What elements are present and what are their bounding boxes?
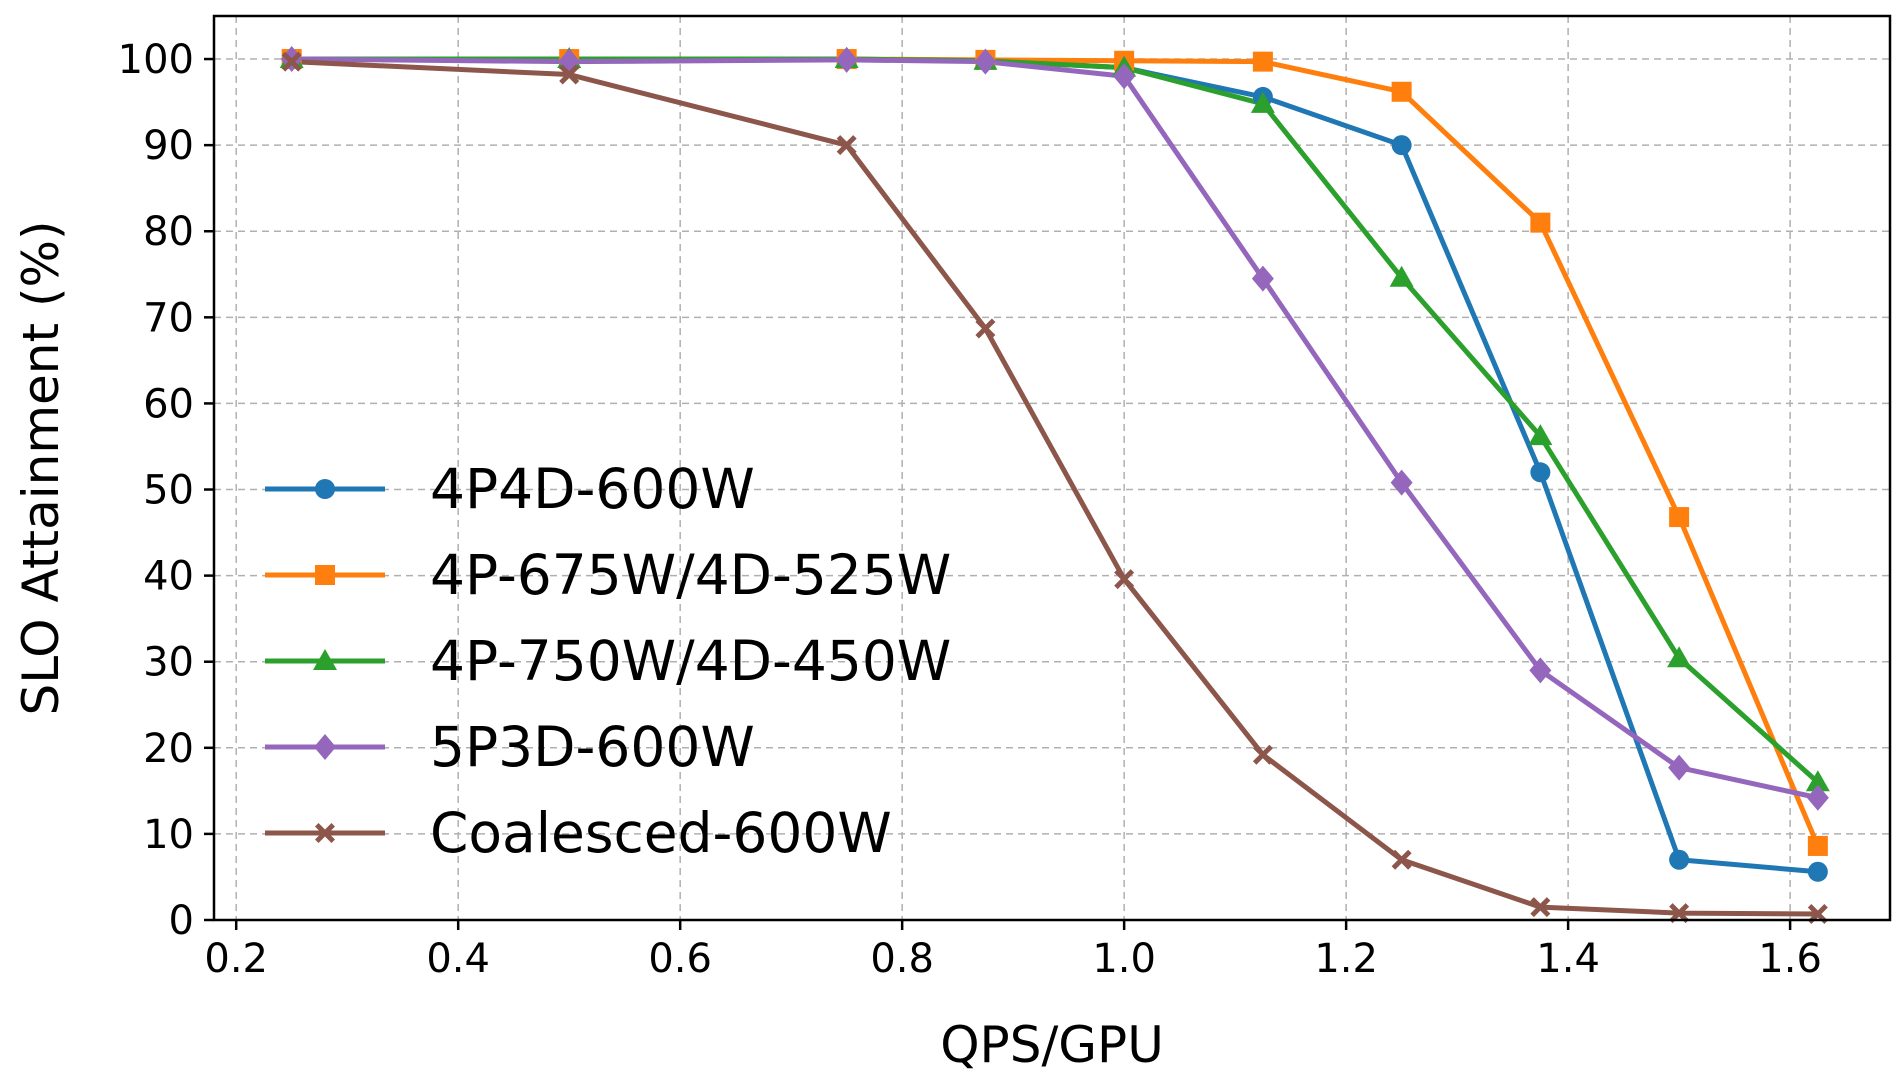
- legend-marker: [315, 823, 335, 843]
- data-point-coalesced-600w: [1252, 744, 1273, 765]
- y-tick-label: 90: [143, 123, 194, 169]
- y-tick-label: 20: [143, 726, 194, 772]
- y-tick-label: 0: [169, 898, 194, 944]
- data-point-coalesced-600w: [1669, 903, 1690, 924]
- data-point-coalesced-600w: [559, 64, 580, 85]
- legend-marker: [314, 734, 336, 760]
- data-point-4p-750w-4d-450w: [1667, 646, 1692, 668]
- data-point-4p-675w-4d-525w: [1807, 835, 1828, 856]
- y-tick-label: 60: [143, 381, 194, 427]
- data-point-coalesced-600w: [281, 51, 302, 72]
- series-line-coalesced-600w: [291, 59, 1818, 917]
- legend-label: 5P3D-600W: [430, 715, 755, 779]
- data-point-4p-750w-4d-450w: [1805, 770, 1830, 792]
- x-tick-label: 0.8: [870, 936, 934, 982]
- data-point-coalesced-600w: [1391, 849, 1412, 870]
- axis-ticks: 0.2 0.4 0.6 0.8 1.0 1.2 1.4 1.6 0 10 20 30 40 50 60 70 8…: [118, 37, 1822, 982]
- legend-item-4p-750w-4d-450w: 4P-750W/4D-450W: [265, 629, 951, 693]
- x-tick-label: 0.2: [204, 936, 268, 982]
- y-tick-label: 80: [143, 209, 194, 255]
- data-point-4p4d-600w: [1669, 849, 1690, 870]
- legend-item-coalesced-600w: Coalesced-600W: [265, 801, 892, 865]
- series-markers: [279, 46, 1830, 924]
- data-point-4p-675w-4d-525w: [1530, 212, 1551, 233]
- x-axis-label: QPS/GPU: [940, 1016, 1164, 1074]
- plot-frame: [212, 14, 1892, 922]
- y-tick-label: 50: [143, 468, 194, 514]
- data-point-4p-675w-4d-525w: [1252, 51, 1273, 72]
- series-lines: [291, 56, 1821, 917]
- y-tick-label: 30: [143, 640, 194, 686]
- y-tick-label: 70: [143, 295, 194, 341]
- data-point-coalesced-600w: [1530, 897, 1551, 918]
- legend-label: Coalesced-600W: [430, 801, 892, 865]
- legend: 4P4D-600W 4P-675W/4D-525W 4P-750W/4D-450W 5…: [265, 457, 951, 865]
- data-point-5p3d-600w: [1251, 265, 1274, 292]
- data-point-4p-750w-4d-450w: [1250, 91, 1275, 113]
- legend-label: 4P-675W/4D-525W: [430, 543, 951, 607]
- data-point-5p3d-600w: [1668, 754, 1691, 781]
- data-point-coalesced-600w: [836, 135, 857, 156]
- x-tick-label: 1.6: [1758, 936, 1822, 982]
- data-point-4p-750w-4d-450w: [1389, 265, 1414, 287]
- y-axis-label: SLO Attainment (%): [12, 221, 70, 716]
- data-point-4p4d-600w: [1807, 861, 1828, 882]
- data-point-5p3d-600w: [835, 46, 858, 73]
- data-point-4p-750w-4d-450w: [1528, 424, 1553, 446]
- data-point-4p-675w-4d-525w: [1669, 507, 1690, 528]
- series-line-5p3d-600w: [291, 56, 1819, 801]
- x-tick-label: 1.4: [1536, 936, 1600, 982]
- legend-label: 4P4D-600W: [430, 457, 755, 521]
- y-tick-label: 10: [143, 812, 194, 858]
- legend-item-4p-675w-4d-525w: 4P-675W/4D-525W: [265, 543, 951, 607]
- legend-marker: [313, 649, 337, 670]
- x-tick-label: 0.4: [426, 936, 490, 982]
- data-point-coalesced-600w: [975, 318, 996, 339]
- y-tick-label: 40: [143, 554, 194, 600]
- data-point-5p3d-600w: [1113, 63, 1136, 90]
- x-tick-label: 1.2: [1314, 936, 1378, 982]
- legend-marker: [315, 565, 335, 585]
- y-tick-label: 100: [118, 37, 194, 83]
- x-tick-label: 0.6: [648, 936, 712, 982]
- data-point-4p-675w-4d-525w: [1391, 81, 1412, 102]
- data-point-5p3d-600w: [1806, 784, 1829, 811]
- legend-item-4p4d-600w: 4P4D-600W: [265, 457, 755, 521]
- data-point-5p3d-600w: [1390, 469, 1413, 496]
- data-point-5p3d-600w: [974, 48, 997, 75]
- legend-marker: [315, 479, 335, 499]
- data-point-coalesced-600w: [1114, 569, 1135, 590]
- x-tick-label: 1.0: [1092, 936, 1156, 982]
- data-point-4p4d-600w: [1530, 462, 1551, 483]
- data-point-5p3d-600w: [1529, 657, 1552, 684]
- legend-label: 4P-750W/4D-450W: [430, 629, 951, 693]
- legend-item-5p3d-600w: 5P3D-600W: [265, 715, 755, 779]
- data-point-4p4d-600w: [1391, 135, 1412, 156]
